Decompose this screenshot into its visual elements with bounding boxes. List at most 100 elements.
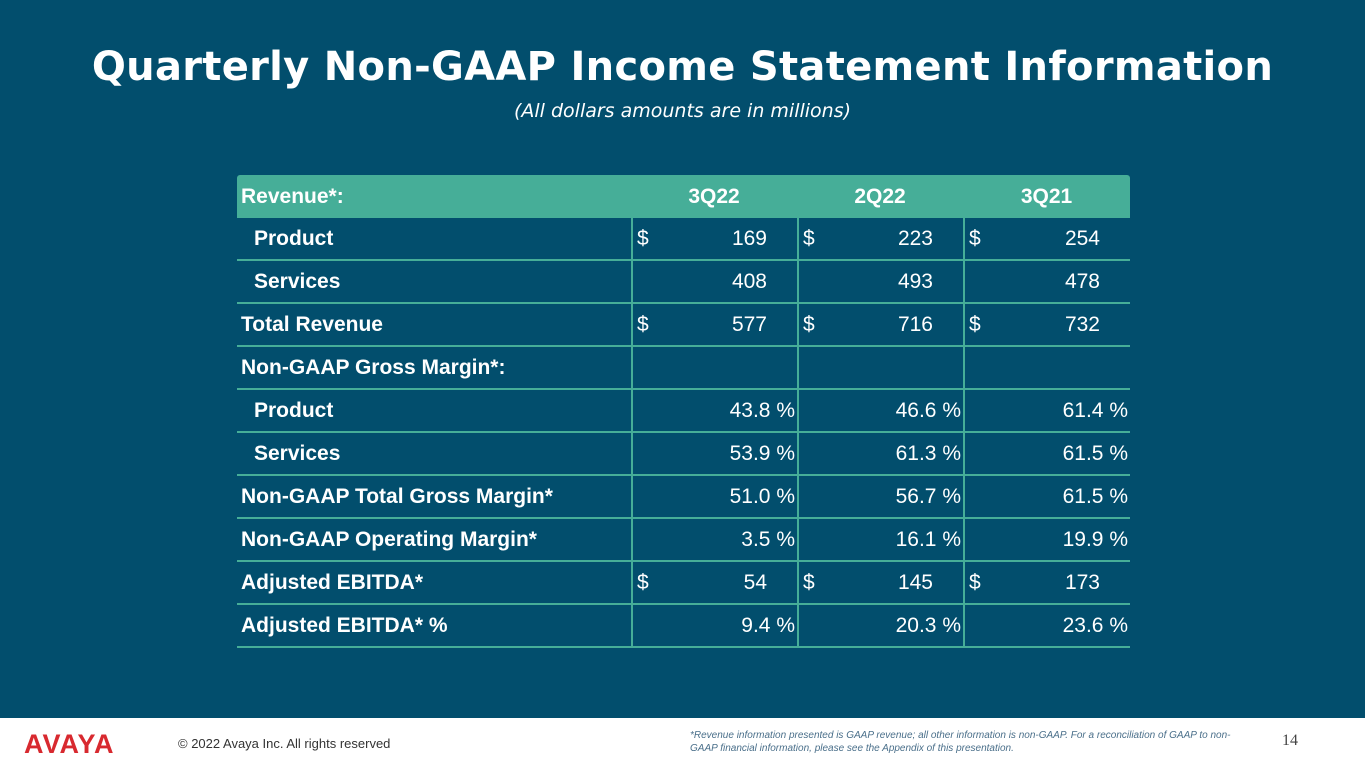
value-cell: 9.4 % — [631, 605, 797, 646]
value-number: 61.5 % — [1062, 441, 1128, 465]
dollar-sign: $ — [803, 570, 815, 594]
value-number: 173 — [1064, 570, 1100, 594]
row-label: Services — [254, 269, 341, 293]
row-label: Adjusted EBITDA* — [241, 570, 424, 594]
value-cell: 61.5 % — [963, 476, 1130, 517]
value-cell: $732 — [963, 304, 1130, 345]
row-label: Product — [254, 226, 334, 250]
value-cell: 16.1 % — [797, 519, 963, 560]
row-label: Services — [254, 441, 341, 465]
value-cell: $577 — [631, 304, 797, 345]
avaya-logo: AVAYA — [24, 729, 115, 758]
value-cell: $223 — [797, 218, 963, 259]
value-number: 732 — [1064, 312, 1100, 336]
header-3q21: 3Q21 — [1020, 184, 1073, 208]
value-number: 3.5 % — [741, 527, 795, 551]
table-row: Adjusted EBITDA* % 9.4 % 20.3 % 23.6 % — [237, 605, 1130, 648]
value-cell: $169 — [631, 218, 797, 259]
value-cell: 43.8 % — [631, 390, 797, 431]
value-number: 145 — [897, 570, 933, 594]
value-number: 478 — [1064, 269, 1100, 293]
table-row: Product 43.8 % 46.6 % 61.4 % — [237, 390, 1130, 433]
value-number: 19.9 % — [1062, 527, 1128, 551]
table-row: Non-GAAP Gross Margin*: — [237, 347, 1130, 390]
value-cell: 408 — [631, 261, 797, 302]
table-row: Product $169 $223 $254 — [237, 218, 1130, 261]
value-number: 23.6 % — [1062, 613, 1128, 637]
value-number: 61.4 % — [1062, 398, 1128, 422]
value-cell: $254 — [963, 218, 1130, 259]
value-cell: 19.9 % — [963, 519, 1130, 560]
page-number: 14 — [1282, 732, 1298, 749]
value-number: 51.0 % — [729, 484, 795, 508]
row-label: Non-GAAP Total Gross Margin* — [241, 484, 553, 508]
dollar-sign: $ — [969, 312, 981, 336]
value-cell: 20.3 % — [797, 605, 963, 646]
value-cell: 23.6 % — [963, 605, 1130, 646]
value-cell: 493 — [797, 261, 963, 302]
value-cell: 61.4 % — [963, 390, 1130, 431]
row-label: Adjusted EBITDA* % — [241, 613, 448, 637]
page-subtitle: (All dollars amounts are in millions) — [513, 100, 852, 122]
value-number: 20.3 % — [895, 613, 961, 637]
page-title: Quarterly Non-GAAP Income Statement Info… — [91, 44, 1274, 90]
value-number: 54 — [743, 570, 767, 594]
footer-bar: AVAYA © 2022 Avaya Inc. All rights reser… — [0, 718, 1365, 768]
dollar-sign: $ — [969, 226, 981, 250]
value-cell: 3.5 % — [631, 519, 797, 560]
value-number: 9.4 % — [741, 613, 795, 637]
row-label: Non-GAAP Gross Margin*: — [241, 355, 506, 379]
value-cell: 61.3 % — [797, 433, 963, 474]
income-statement-table: Revenue*: 3Q22 2Q22 3Q21 Product $169 $223… — [237, 175, 1130, 648]
header-2q22: 2Q22 — [854, 184, 906, 208]
value-cell: 61.5 % — [963, 433, 1130, 474]
value-number: 577 — [731, 312, 767, 336]
value-number: 716 — [897, 312, 933, 336]
value-number: 169 — [731, 226, 767, 250]
header-label: Revenue*: — [241, 184, 344, 208]
value-number: 408 — [731, 269, 767, 293]
dollar-sign: $ — [803, 226, 815, 250]
dollar-sign: $ — [637, 570, 649, 594]
value-number: 43.8 % — [729, 398, 795, 422]
table-header-row: Revenue*: 3Q22 2Q22 3Q21 — [237, 175, 1130, 218]
table-row: Total Revenue $577 $716 $732 — [237, 304, 1130, 347]
value-cell — [631, 347, 797, 388]
dollar-sign: $ — [637, 226, 649, 250]
value-cell: $716 — [797, 304, 963, 345]
value-cell: $173 — [963, 562, 1130, 603]
dollar-sign: $ — [803, 312, 815, 336]
value-number: 61.3 % — [895, 441, 961, 465]
row-label: Non-GAAP Operating Margin* — [241, 527, 537, 551]
value-cell: 478 — [963, 261, 1130, 302]
value-number: 254 — [1064, 226, 1100, 250]
footnote: *Revenue information presented is GAAP r… — [690, 730, 1231, 754]
table-row: Adjusted EBITDA* $54 $145 $173 — [237, 562, 1130, 605]
value-number: 493 — [897, 269, 933, 293]
value-cell: $145 — [797, 562, 963, 603]
value-cell: 46.6 % — [797, 390, 963, 431]
value-cell — [963, 347, 1130, 388]
row-label: Product — [254, 398, 334, 422]
value-number: 56.7 % — [895, 484, 961, 508]
table-body: Product $169 $223 $254 Services 408 493 478 Tota… — [237, 218, 1130, 648]
table-row: Services 53.9 % 61.3 % 61.5 % — [237, 433, 1130, 476]
value-cell: $54 — [631, 562, 797, 603]
copyright-text: © 2022 Avaya Inc. All rights reserved — [178, 736, 391, 751]
header-3q22: 3Q22 — [688, 184, 740, 208]
table-row: Non-GAAP Operating Margin* 3.5 % 16.1 % 19.… — [237, 519, 1130, 562]
dollar-sign: $ — [637, 312, 649, 336]
table-row: Non-GAAP Total Gross Margin* 51.0 % 56.7 %… — [237, 476, 1130, 519]
value-number: 46.6 % — [895, 398, 961, 422]
value-number: 16.1 % — [895, 527, 961, 551]
value-number: 61.5 % — [1062, 484, 1128, 508]
value-cell: 51.0 % — [631, 476, 797, 517]
logo-text: AVAYA — [24, 729, 115, 758]
value-number: 53.9 % — [729, 441, 795, 465]
value-number: 223 — [897, 226, 933, 250]
value-cell: 53.9 % — [631, 433, 797, 474]
value-cell: 56.7 % — [797, 476, 963, 517]
table-row: Services 408 493 478 — [237, 261, 1130, 304]
dollar-sign: $ — [969, 570, 981, 594]
row-label: Total Revenue — [241, 312, 383, 336]
